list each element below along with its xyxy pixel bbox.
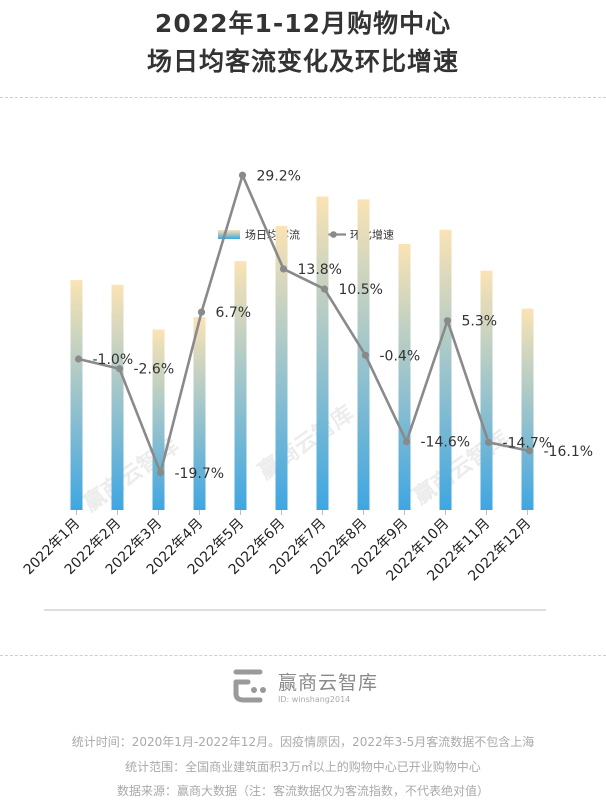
line-point bbox=[238, 171, 247, 179]
brand-logo: 赢商云智库 ID: winshang2014 bbox=[230, 662, 430, 712]
data-label: 6.7% bbox=[216, 305, 252, 321]
footnote-stat-scope: 统计范围：全国商业建筑面积3万㎡以上的购物中心已开业购物中心 bbox=[125, 760, 481, 774]
line-point bbox=[443, 317, 452, 325]
data-label: 10.5% bbox=[339, 282, 383, 298]
legend-label-bar: 场日均客流 bbox=[245, 228, 300, 242]
series-line bbox=[78, 173, 530, 475]
bar bbox=[439, 229, 452, 510]
line-point bbox=[197, 308, 206, 316]
legend-bar-swatch bbox=[218, 230, 240, 239]
footnote-data-source: 数据来源：赢商大数据（注：客流数据仅为客流指数，不代表绝对值） bbox=[116, 784, 489, 798]
data-label: 13.8% bbox=[298, 262, 342, 278]
data-label: -19.7% bbox=[175, 466, 225, 482]
line-point bbox=[320, 285, 329, 293]
line-point bbox=[361, 351, 370, 359]
legend-label-line: 环比增速 bbox=[350, 228, 394, 242]
data-label: -14.6% bbox=[421, 435, 471, 451]
data-label: 5.3% bbox=[462, 314, 498, 330]
line-point bbox=[115, 365, 124, 373]
bar bbox=[152, 329, 165, 510]
bar bbox=[193, 317, 206, 510]
chart-title-line-1: 2022年1-12月购物中心 bbox=[154, 9, 452, 38]
data-label: 29.2% bbox=[257, 168, 301, 184]
line-point bbox=[74, 355, 83, 363]
bar bbox=[398, 244, 411, 510]
logo-name: 赢商云智库 bbox=[278, 672, 379, 694]
bar bbox=[111, 284, 124, 510]
bar bbox=[234, 261, 247, 510]
watermark-text: 赢商云智库 bbox=[254, 401, 359, 485]
logo-id: ID: winshang2014 bbox=[278, 695, 351, 704]
bar bbox=[480, 270, 493, 510]
data-label: -0.4% bbox=[380, 348, 421, 364]
footnote-stat-time: 统计时间：2020年1月-2022年12月。因疫情原因，2022年3-5月客流数… bbox=[71, 735, 535, 749]
data-label: -16.1% bbox=[544, 444, 594, 460]
bar bbox=[316, 196, 329, 510]
legend-line-marker bbox=[330, 231, 337, 238]
line-point bbox=[279, 265, 288, 273]
bar bbox=[275, 225, 288, 510]
line-point bbox=[484, 438, 493, 446]
line-point bbox=[402, 438, 411, 446]
bar bbox=[521, 308, 534, 510]
bottom-divider bbox=[0, 655, 606, 656]
logo-mark-icon bbox=[233, 669, 266, 703]
chart: 赢商云智库 赢商云智库 赢商云智库 场日均客流 环比增速 2022年1月2022… bbox=[21, 168, 594, 611]
line-point bbox=[156, 469, 165, 477]
data-label: -1.0% bbox=[93, 352, 134, 368]
top-divider bbox=[0, 97, 606, 98]
data-label: -14.7% bbox=[503, 435, 553, 451]
chart-title-line-2: 场日均客流变化及环比增速 bbox=[146, 47, 459, 76]
bar bbox=[70, 280, 83, 510]
line-point bbox=[525, 447, 534, 455]
data-label: -2.6% bbox=[134, 362, 175, 378]
